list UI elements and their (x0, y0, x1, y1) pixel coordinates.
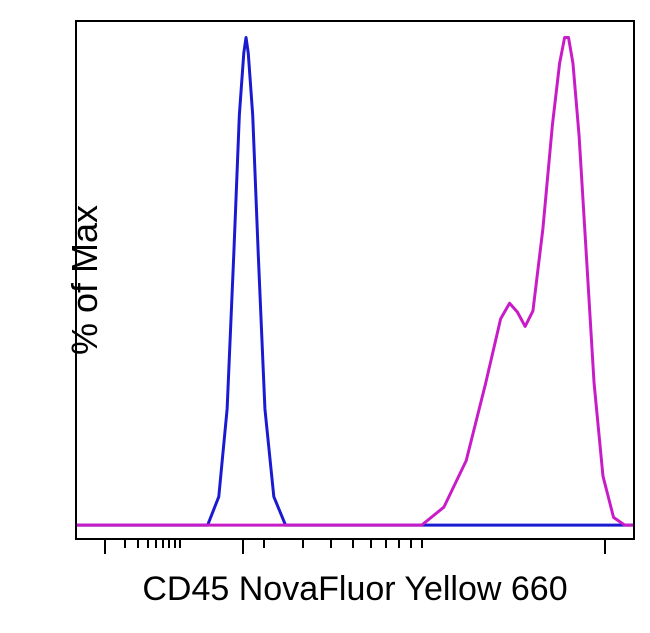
series-control (77, 37, 633, 525)
x-tick (385, 540, 387, 548)
curves-svg (77, 22, 633, 538)
x-axis-label: CD45 NovaFluor Yellow 660 (75, 570, 635, 609)
x-tick (124, 540, 126, 548)
x-tick (155, 540, 157, 548)
x-tick (162, 540, 164, 548)
series-stained (77, 37, 633, 525)
x-tick (352, 540, 354, 548)
x-tick (398, 540, 400, 548)
x-tick (137, 540, 139, 548)
x-tick (104, 540, 106, 554)
x-tick (147, 540, 149, 548)
x-tick (263, 540, 265, 548)
x-tick (168, 540, 170, 548)
x-axis-ticks (75, 540, 635, 560)
x-tick (421, 540, 423, 548)
x-tick (302, 540, 304, 548)
x-tick (330, 540, 332, 548)
x-tick (604, 540, 606, 554)
x-tick (242, 540, 244, 554)
flow-cytometry-histogram: % of Max CD45 NovaFluor Yellow 660 (0, 0, 650, 633)
x-tick (370, 540, 372, 548)
x-tick (410, 540, 412, 548)
y-axis-label: % of Max (64, 205, 106, 355)
x-tick (179, 540, 181, 548)
plot-area (75, 20, 635, 540)
x-tick (174, 540, 176, 548)
